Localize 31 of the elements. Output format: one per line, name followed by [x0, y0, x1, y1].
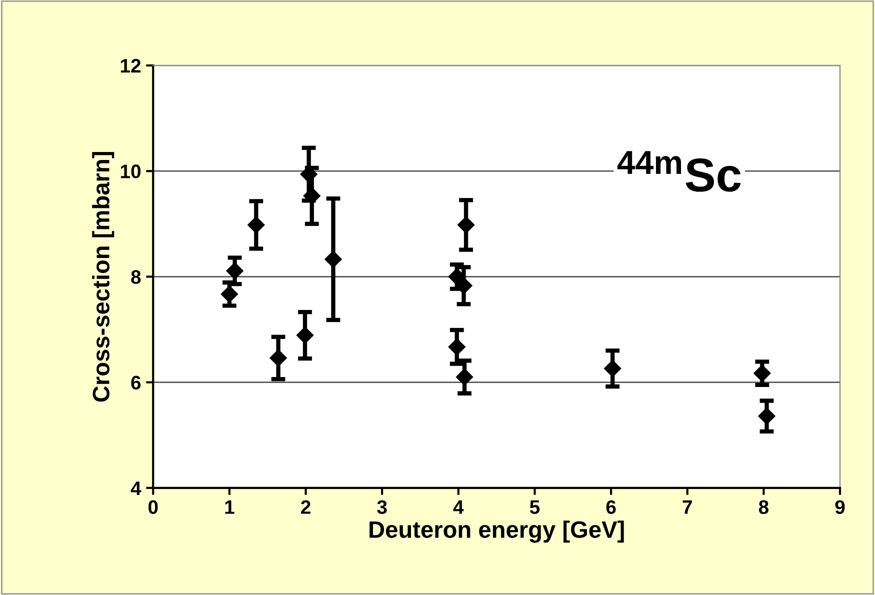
- annotation: $^{44m}$Sc: [617, 151, 741, 192]
- point: [303, 187, 320, 204]
- x-tick-label: 5: [530, 500, 540, 514]
- y-tick-label: 6: [131, 376, 141, 390]
- x-tick-label: 6: [606, 500, 616, 514]
- point: [754, 364, 771, 382]
- point: [448, 338, 466, 356]
- point: [604, 360, 622, 378]
- x-tick-label: 8: [758, 500, 768, 514]
- x-tick-label: 4: [453, 500, 464, 514]
- x-tick-label: 2: [301, 500, 310, 514]
- x-tick-label: 1: [225, 500, 234, 514]
- x-tick-label: 9: [835, 500, 845, 514]
- point: [248, 216, 265, 234]
- y-tick-label: 4: [130, 482, 142, 495]
- x-tick-label: 0: [148, 500, 158, 514]
- x-tick-label: 7: [682, 500, 692, 514]
- point: [296, 326, 314, 344]
- y-tick-label: 10: [120, 164, 141, 178]
- y-axis-title: Cross-section [mbarn]: [92, 152, 114, 402]
- y-tick-label: 8: [131, 270, 141, 284]
- point: [270, 349, 287, 367]
- point: [456, 368, 474, 386]
- x-axis-title: Deuteron energy [GeV]: [370, 520, 624, 543]
- point: [324, 250, 342, 268]
- x-tick-label: 3: [377, 500, 387, 514]
- point: [220, 286, 238, 303]
- point: [758, 408, 776, 425]
- point: [226, 262, 244, 280]
- y-tick-label: 12: [120, 58, 141, 72]
- point: [457, 216, 475, 234]
